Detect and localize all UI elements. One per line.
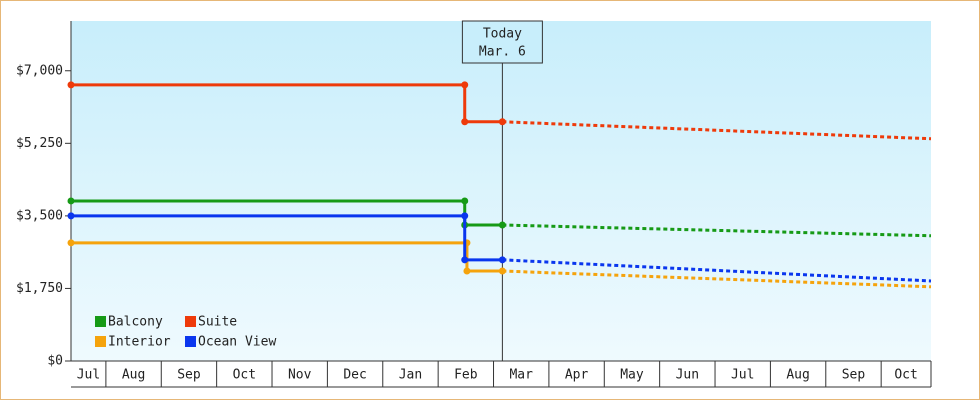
legend-swatch bbox=[95, 316, 106, 327]
series-line bbox=[71, 83, 503, 124]
x-tick-label: Feb bbox=[454, 368, 478, 383]
x-tick-label: Oct bbox=[894, 368, 917, 383]
x-tick-label: Sep bbox=[842, 368, 866, 383]
point bbox=[67, 81, 75, 89]
forecast-line bbox=[502, 223, 932, 238]
legend-swatch bbox=[185, 316, 196, 327]
x-tick-label: Jan bbox=[399, 368, 422, 383]
x-tick-label: Oct bbox=[233, 368, 256, 383]
point bbox=[67, 197, 75, 205]
x-tick-label: Apr bbox=[565, 368, 589, 383]
y-tick-label: $7,000 bbox=[16, 63, 63, 78]
legend-swatch bbox=[185, 336, 196, 347]
x-tick-label: Sep bbox=[177, 368, 201, 383]
point bbox=[461, 118, 469, 126]
legend-label: Interior bbox=[108, 335, 171, 350]
forecast-line bbox=[502, 258, 932, 283]
point bbox=[498, 118, 506, 126]
y-tick-label: $3,500 bbox=[16, 208, 63, 223]
point bbox=[67, 239, 75, 247]
x-tick-label: Aug bbox=[786, 368, 809, 383]
x-tick-label: Jul bbox=[77, 368, 100, 383]
point bbox=[498, 267, 506, 275]
today-date: Mar. 6 bbox=[479, 45, 526, 60]
today-label: Today bbox=[483, 27, 522, 42]
x-tick-label: Aug bbox=[122, 368, 145, 383]
forecast-line bbox=[502, 120, 932, 141]
x-tick-label: Nov bbox=[288, 368, 312, 383]
point bbox=[461, 197, 469, 205]
series-line bbox=[71, 214, 503, 262]
x-tick-label: Jun bbox=[676, 368, 699, 383]
x-tick-label: May bbox=[620, 368, 644, 383]
point bbox=[67, 212, 75, 220]
series-line bbox=[71, 241, 503, 273]
x-tick-label: Dec bbox=[343, 368, 366, 383]
x-tick-label: Mar bbox=[509, 368, 533, 383]
legend-label: Suite bbox=[198, 315, 237, 330]
point bbox=[461, 212, 469, 220]
legend-label: Ocean View bbox=[198, 335, 276, 350]
point bbox=[498, 221, 506, 229]
y-tick-label: $0 bbox=[47, 354, 63, 369]
point bbox=[463, 267, 471, 275]
point bbox=[461, 81, 469, 89]
point bbox=[498, 256, 506, 264]
legend-swatch bbox=[95, 336, 106, 347]
y-tick-label: $5,250 bbox=[16, 136, 63, 151]
point bbox=[461, 256, 469, 264]
today-box bbox=[461, 20, 543, 64]
plot-area bbox=[71, 21, 931, 361]
legend-label: Balcony bbox=[108, 315, 163, 330]
y-tick-label: $1,750 bbox=[16, 281, 63, 296]
x-tick-label: Jul bbox=[731, 368, 754, 383]
forecast-line bbox=[502, 269, 932, 289]
